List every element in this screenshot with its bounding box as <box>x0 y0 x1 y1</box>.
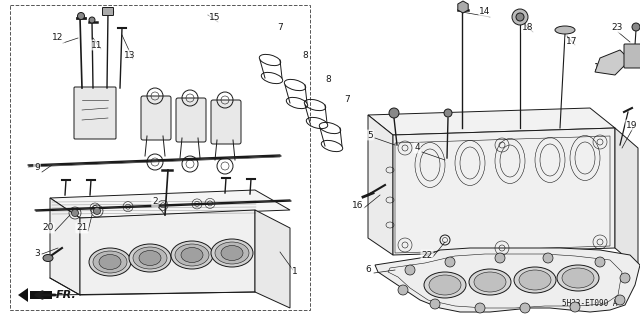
Circle shape <box>72 210 79 217</box>
Text: 7: 7 <box>344 95 350 105</box>
Bar <box>10 5 310 310</box>
Polygon shape <box>595 50 630 75</box>
Ellipse shape <box>474 272 506 292</box>
Ellipse shape <box>557 265 599 291</box>
Ellipse shape <box>215 242 249 264</box>
Circle shape <box>543 253 553 263</box>
Text: 2: 2 <box>152 197 158 206</box>
Text: 8: 8 <box>325 76 331 85</box>
Text: 6: 6 <box>365 265 371 275</box>
Text: 15: 15 <box>209 13 221 23</box>
Polygon shape <box>30 291 52 299</box>
Ellipse shape <box>211 239 253 267</box>
Polygon shape <box>368 108 615 135</box>
Text: 8: 8 <box>302 50 308 60</box>
Ellipse shape <box>221 246 243 261</box>
Text: 1: 1 <box>292 268 298 277</box>
Circle shape <box>620 273 630 283</box>
Circle shape <box>595 257 605 267</box>
Text: 13: 13 <box>124 50 136 60</box>
Ellipse shape <box>424 272 466 298</box>
Text: 21: 21 <box>76 224 88 233</box>
Polygon shape <box>80 210 255 295</box>
Ellipse shape <box>555 26 575 34</box>
Circle shape <box>93 207 100 214</box>
FancyBboxPatch shape <box>176 98 206 142</box>
Text: 5: 5 <box>367 130 373 139</box>
FancyBboxPatch shape <box>211 100 241 144</box>
Text: 17: 17 <box>566 38 578 47</box>
Ellipse shape <box>181 248 203 263</box>
Circle shape <box>445 257 455 267</box>
Polygon shape <box>615 128 638 268</box>
Text: 7: 7 <box>277 24 283 33</box>
Text: 11: 11 <box>92 41 103 49</box>
Circle shape <box>430 299 440 309</box>
Ellipse shape <box>429 275 461 295</box>
Ellipse shape <box>43 255 53 262</box>
Polygon shape <box>255 210 290 308</box>
Circle shape <box>512 9 528 25</box>
Ellipse shape <box>175 244 209 266</box>
Polygon shape <box>50 190 290 218</box>
Circle shape <box>632 23 640 31</box>
FancyBboxPatch shape <box>624 44 640 68</box>
Text: 9: 9 <box>34 164 40 173</box>
Ellipse shape <box>519 270 551 290</box>
Ellipse shape <box>171 241 213 269</box>
Circle shape <box>570 302 580 312</box>
Circle shape <box>444 109 452 117</box>
Text: 10: 10 <box>595 63 605 72</box>
Polygon shape <box>368 115 393 255</box>
Circle shape <box>89 17 95 23</box>
Ellipse shape <box>133 247 167 269</box>
Text: FR.: FR. <box>56 290 77 300</box>
Ellipse shape <box>469 269 511 295</box>
Ellipse shape <box>129 244 171 272</box>
Text: 23: 23 <box>611 24 623 33</box>
Polygon shape <box>18 288 28 302</box>
Ellipse shape <box>99 255 121 270</box>
Polygon shape <box>393 128 615 255</box>
FancyBboxPatch shape <box>141 96 171 140</box>
Text: 3: 3 <box>34 249 40 257</box>
Text: 20: 20 <box>42 224 54 233</box>
FancyBboxPatch shape <box>74 87 116 139</box>
Text: 22: 22 <box>421 250 433 259</box>
Circle shape <box>495 253 505 263</box>
Text: 19: 19 <box>627 121 637 130</box>
Text: 18: 18 <box>522 24 534 33</box>
Text: 5H23-ET090 A: 5H23-ET090 A <box>563 299 618 308</box>
Polygon shape <box>375 248 640 312</box>
Circle shape <box>615 295 625 305</box>
Circle shape <box>520 303 530 313</box>
Polygon shape <box>50 198 80 295</box>
Ellipse shape <box>139 250 161 265</box>
Circle shape <box>398 285 408 295</box>
FancyBboxPatch shape <box>102 8 113 16</box>
Circle shape <box>405 265 415 275</box>
Ellipse shape <box>562 268 594 288</box>
Text: 16: 16 <box>352 201 364 210</box>
Text: 12: 12 <box>52 33 64 42</box>
Circle shape <box>389 108 399 118</box>
Ellipse shape <box>514 267 556 293</box>
Circle shape <box>77 12 84 19</box>
Circle shape <box>475 303 485 313</box>
Text: 14: 14 <box>479 8 491 17</box>
Ellipse shape <box>89 248 131 276</box>
Circle shape <box>516 13 524 21</box>
Text: 4: 4 <box>414 144 420 152</box>
Ellipse shape <box>93 251 127 273</box>
